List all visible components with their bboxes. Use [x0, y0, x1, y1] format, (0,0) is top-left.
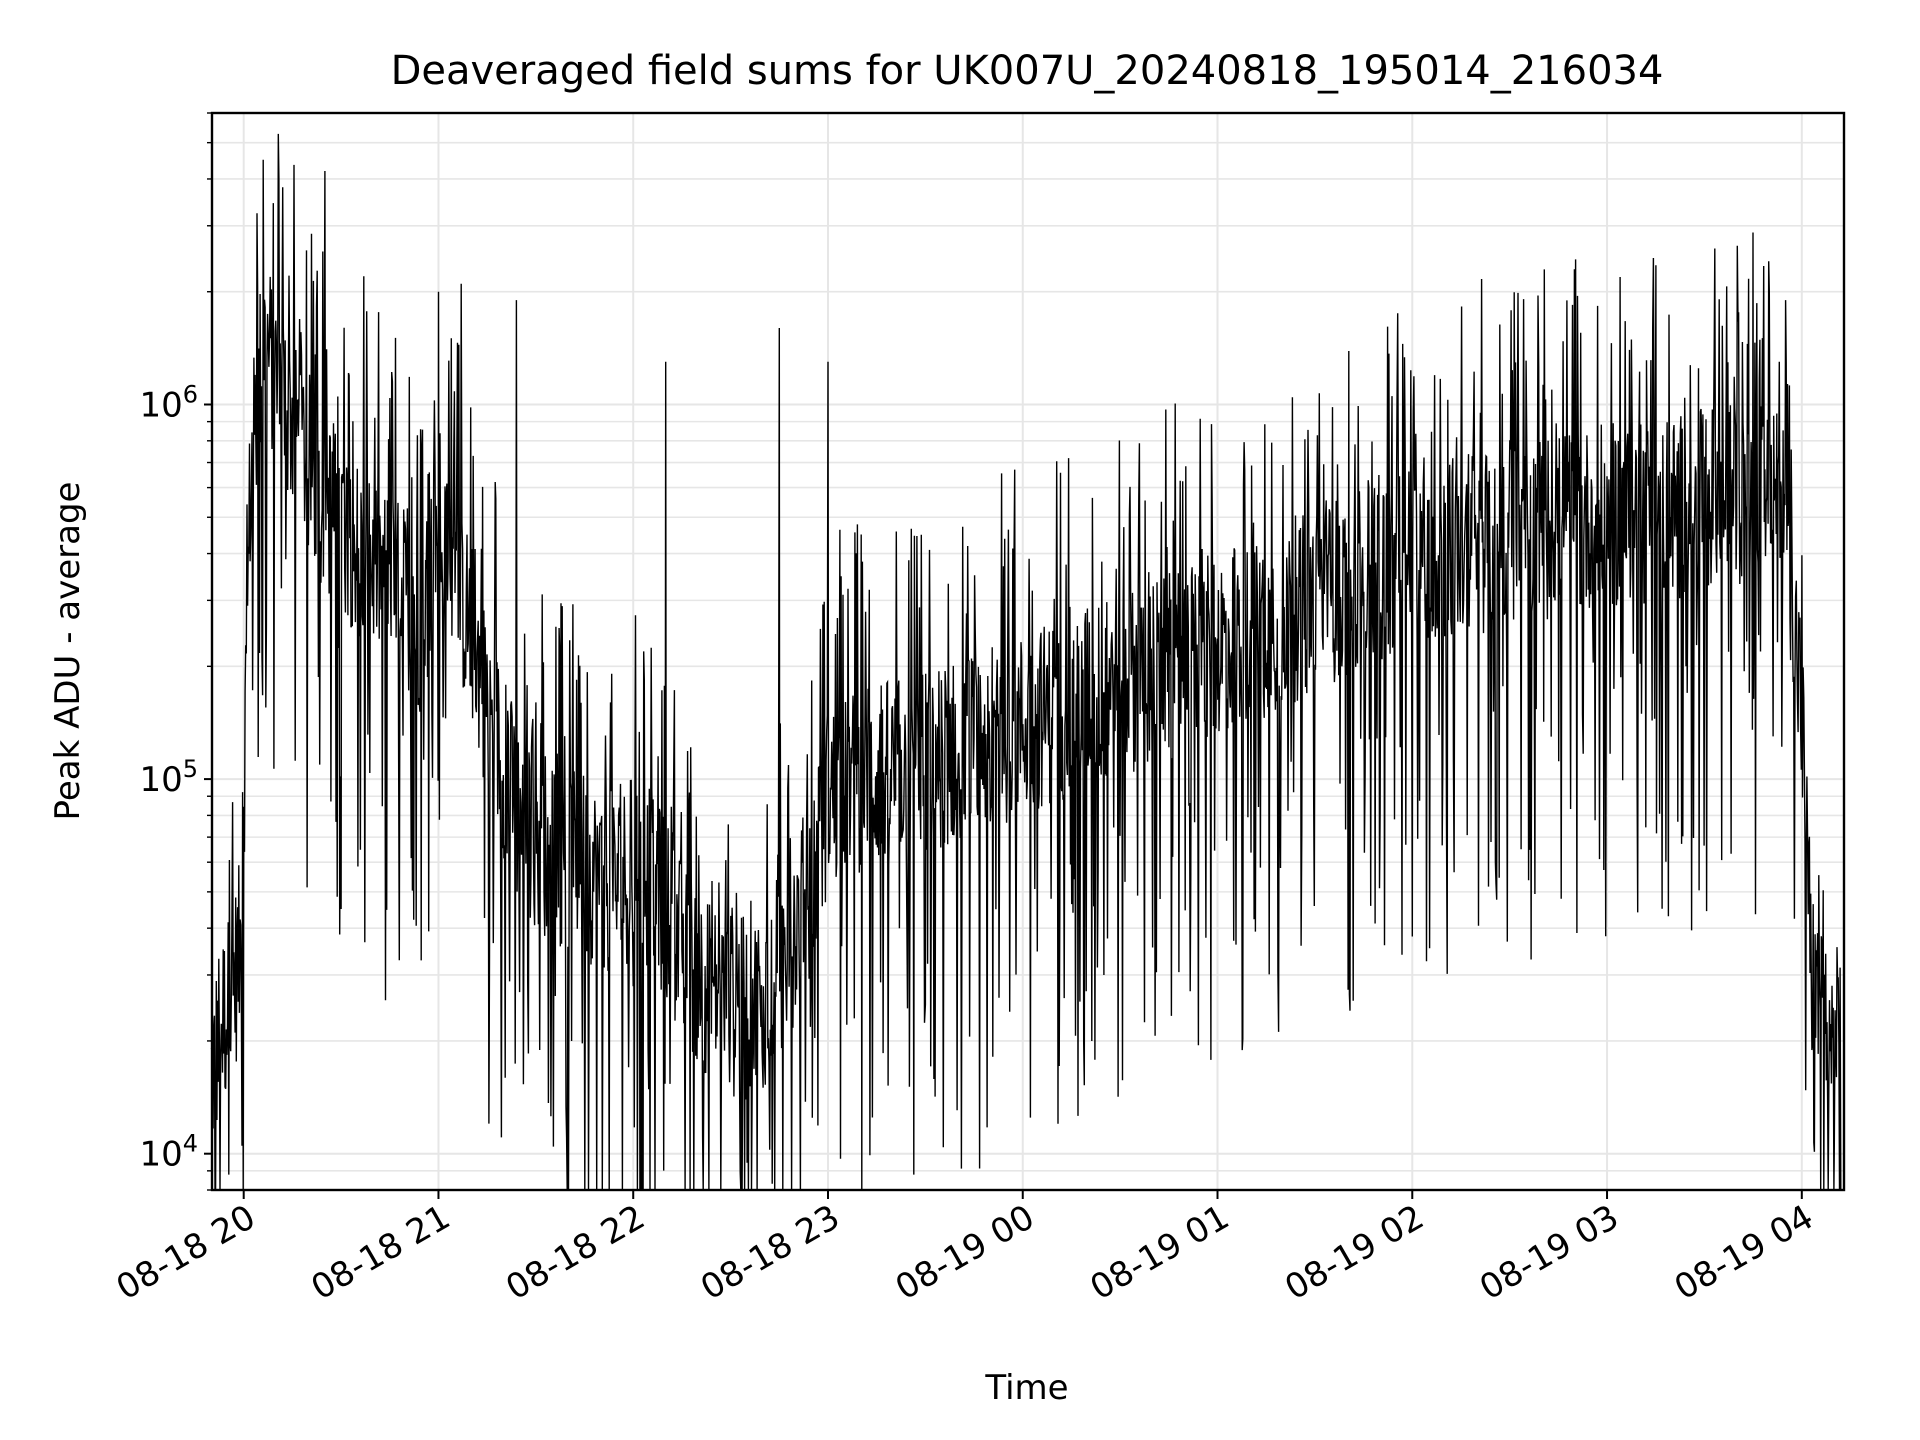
series-layer — [210, 133, 1842, 1191]
chart-title: Deaveraged field sums for UK007U_2024081… — [391, 48, 1664, 94]
y-axis-label: Peak ADU - average — [48, 482, 88, 821]
y-axis: 104 105 106 — [139, 112, 212, 1191]
x-axis-label: Time — [984, 1368, 1068, 1408]
plot-frame — [210, 111, 1846, 1192]
series-line — [210, 133, 1842, 1191]
y-tick-label: 104 — [139, 1130, 198, 1175]
y-tick-label: 106 — [139, 380, 198, 425]
y-tick-label: 105 — [139, 755, 198, 800]
